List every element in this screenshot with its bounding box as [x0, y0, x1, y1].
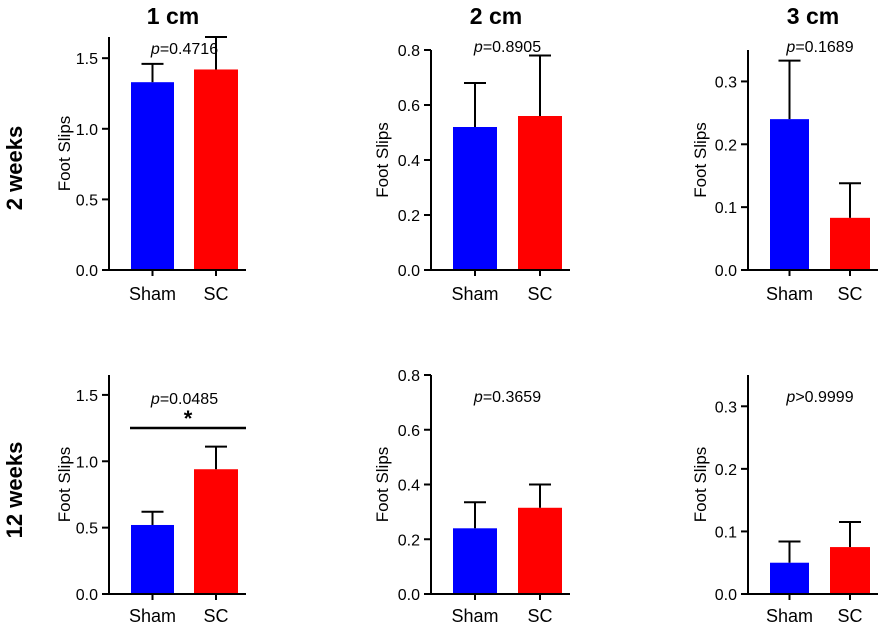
y-tick-label: 0.5: [76, 521, 98, 538]
category-label: Sham: [129, 284, 176, 304]
y-tick-label: 0.6: [398, 98, 420, 115]
column-title-3cm: 3 cm: [787, 3, 839, 29]
y-tick-label: 0.0: [398, 587, 420, 604]
bar: [453, 528, 497, 594]
category-label: SC: [527, 284, 552, 304]
y-tick-label: 0.0: [715, 263, 737, 280]
y-tick-label: 1.0: [76, 122, 98, 139]
y-axis-label: Foot Slips: [373, 447, 392, 523]
p-value-label: p>0.9999: [785, 389, 853, 406]
y-axis-label: Foot Slips: [55, 116, 74, 192]
significance-star: *: [184, 406, 193, 431]
y-tick-label: 0.0: [76, 587, 98, 604]
y-tick-label: 0.8: [398, 43, 420, 60]
category-label: SC: [203, 606, 228, 625]
p-value-prefix: p: [473, 389, 483, 406]
y-tick-label: 0.0: [76, 263, 98, 280]
y-tick-label: 0.5: [76, 192, 98, 209]
chart-panel: Sham SC 0.0 0.1 0.2 0.3 Foot Slips p>0.9999: [691, 375, 878, 625]
bar: [770, 119, 809, 271]
y-tick-label: 1.0: [76, 454, 98, 471]
y-tick-label: 0.8: [398, 368, 420, 385]
bar: [453, 127, 497, 270]
chart-panel: Sham SC 0.0 0.5 1.0 1.5 Foot Slips p=0.0485*: [55, 375, 246, 625]
chart-panel: Sham SC 0.0 0.5 1.0 1.5 Foot Slips p=0.4716: [55, 36, 246, 304]
y-tick-label: 0.3: [715, 399, 737, 416]
y-axis-label: Foot Slips: [691, 122, 710, 198]
y-axis-label: Foot Slips: [373, 122, 392, 198]
p-value-label: p=0.0485: [150, 391, 218, 408]
p-value-prefix: p: [785, 39, 795, 56]
y-axis-label: Foot Slips: [55, 447, 74, 523]
bar: [194, 469, 238, 594]
bar: [518, 116, 562, 270]
p-value-prefix: p: [473, 39, 483, 56]
bar: [131, 524, 174, 594]
bar: [830, 547, 870, 594]
column-title-1cm: 1 cm: [147, 3, 199, 29]
p-value: =0.4716: [160, 41, 218, 58]
bar: [131, 82, 174, 270]
bar: [194, 69, 238, 270]
p-value: =0.3659: [483, 389, 541, 406]
column-title-2cm: 2 cm: [470, 3, 522, 29]
bar: [770, 562, 809, 594]
p-value-label: p=0.4716: [150, 41, 218, 58]
p-value: =0.8905: [483, 39, 541, 56]
category-label: SC: [527, 606, 552, 625]
category-label: Sham: [766, 606, 813, 625]
chart-panel: Sham SC 0.0 0.2 0.4 0.6 0.8 Foot Slips p=0.8905: [373, 39, 570, 304]
category-label: Sham: [451, 606, 498, 625]
p-value-label: p=0.8905: [473, 39, 541, 56]
y-tick-label: 1.5: [76, 51, 98, 68]
y-tick-label: 0.2: [398, 208, 420, 225]
y-tick-label: 0.4: [398, 153, 420, 170]
chart-panel: Sham SC 0.0 0.1 0.2 0.3 Foot Slips p=0.1689: [691, 39, 878, 304]
y-tick-label: 0.2: [715, 137, 737, 154]
category-label: Sham: [129, 606, 176, 625]
y-tick-label: 1.5: [76, 388, 98, 405]
category-label: SC: [837, 606, 862, 625]
category-label: Sham: [766, 284, 813, 304]
y-tick-label: 0.0: [398, 263, 420, 280]
y-tick-label: 0.1: [715, 200, 737, 217]
y-axis-label: Foot Slips: [691, 447, 710, 523]
bar: [518, 507, 562, 594]
p-value-label: p=0.1689: [785, 39, 853, 56]
p-value: >0.9999: [795, 389, 853, 406]
y-tick-label: 0.2: [398, 532, 420, 549]
p-value: =0.1689: [795, 39, 853, 56]
category-label: SC: [837, 284, 862, 304]
p-value: =0.0485: [160, 391, 218, 408]
row-title-12-weeks: 12 weeks: [2, 442, 27, 539]
y-tick-label: 0.6: [398, 423, 420, 440]
y-tick-label: 0.4: [398, 478, 420, 495]
y-tick-label: 0.3: [715, 74, 737, 91]
chart-panel: Sham SC 0.0 0.2 0.4 0.6 0.8 Foot Slips p=0.3659: [373, 368, 570, 625]
y-tick-label: 0.1: [715, 524, 737, 541]
p-value-prefix: p: [150, 41, 160, 58]
category-label: Sham: [451, 284, 498, 304]
p-value-prefix: p: [785, 389, 795, 406]
row-title-2-weeks: 2 weeks: [2, 126, 27, 210]
category-label: SC: [203, 284, 228, 304]
y-tick-label: 0.2: [715, 462, 737, 479]
p-value-label: p=0.3659: [473, 389, 541, 406]
bar: [830, 217, 870, 270]
p-value-prefix: p: [150, 391, 160, 408]
y-tick-label: 0.0: [715, 587, 737, 604]
